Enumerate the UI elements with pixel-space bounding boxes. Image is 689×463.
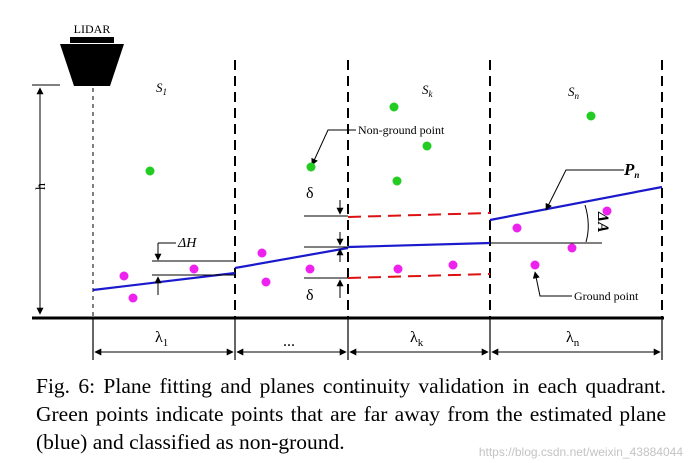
ground-point (261, 277, 271, 287)
plane-label-leader (545, 169, 624, 211)
segment-label-sk: Sk (422, 82, 434, 99)
non-ground-point (422, 141, 432, 151)
non-ground-point (586, 111, 596, 121)
fitted-planes (92, 185, 663, 292)
ground-point (305, 264, 315, 274)
non-ground-points (145, 102, 596, 186)
ground-point (567, 243, 577, 253)
delta-annotations: δ δ (304, 185, 348, 304)
ground-point (189, 264, 199, 274)
non-ground-point (392, 176, 402, 186)
ground-point (602, 206, 612, 216)
segment-label-sn: Sn (568, 84, 580, 101)
segment-label-s1: S1 (156, 80, 167, 97)
threshold-lines (347, 212, 491, 279)
lambda-label-1: λ1 (155, 329, 168, 349)
angle-annotation: ΔA (490, 204, 611, 244)
ground-point (257, 248, 267, 258)
lidar-sensor: LIDAR (60, 22, 124, 86)
lambda-label-ellipsis: ... (283, 333, 295, 350)
delta-h-label: ΔH (177, 236, 197, 251)
plane-segment-n (489, 185, 663, 222)
height-dimension: h (32, 84, 60, 315)
lidar-label: LIDAR (74, 22, 111, 36)
plane-label: Pn (623, 160, 639, 180)
ground-point (530, 260, 540, 270)
plane-segment-k (347, 241, 491, 249)
lambda-rulers: λ1 ... λk λn (92, 318, 663, 360)
non-ground-point (145, 166, 155, 176)
delta-top-label: δ (306, 185, 314, 202)
ground-points (119, 206, 612, 303)
lidar-cap (70, 37, 114, 43)
angle-label: ΔA (594, 211, 611, 233)
ground-label: Ground point (574, 289, 639, 303)
lower-threshold (347, 273, 491, 279)
plane-segment-1 (92, 271, 236, 292)
plane-label-group: Pn (545, 160, 639, 211)
figure-caption: Fig. 6: Plane fitting and planes continu… (36, 374, 666, 454)
plane-fitting-diagram: LIDAR h S1 Sk Sn ΔH (32, 22, 664, 360)
non-ground-leader (311, 129, 356, 166)
ground-point (512, 223, 522, 233)
delta-h-annotation: ΔH (152, 236, 235, 295)
lidar-body (60, 44, 124, 86)
ground-point (119, 271, 129, 281)
ground-point (448, 260, 458, 270)
watermark: https://blog.csdn.net/weixin_43884044 (478, 445, 683, 459)
upper-threshold (347, 212, 491, 218)
ground-callout: Ground point (532, 271, 639, 303)
ground-point (128, 293, 138, 303)
delta-bottom-label: δ (306, 287, 314, 304)
non-ground-point (306, 162, 316, 172)
non-ground-callout: Non-ground point (311, 123, 445, 166)
non-ground-point (389, 102, 399, 112)
ground-leader (532, 271, 572, 297)
ground-point (393, 264, 403, 274)
angle-arc (584, 204, 589, 243)
lambda-label-k: λk (410, 329, 424, 349)
non-ground-label: Non-ground point (358, 123, 445, 137)
height-label: h (34, 183, 49, 190)
lambda-label-n: λn (566, 329, 580, 349)
plane-segment-2 (234, 246, 349, 270)
